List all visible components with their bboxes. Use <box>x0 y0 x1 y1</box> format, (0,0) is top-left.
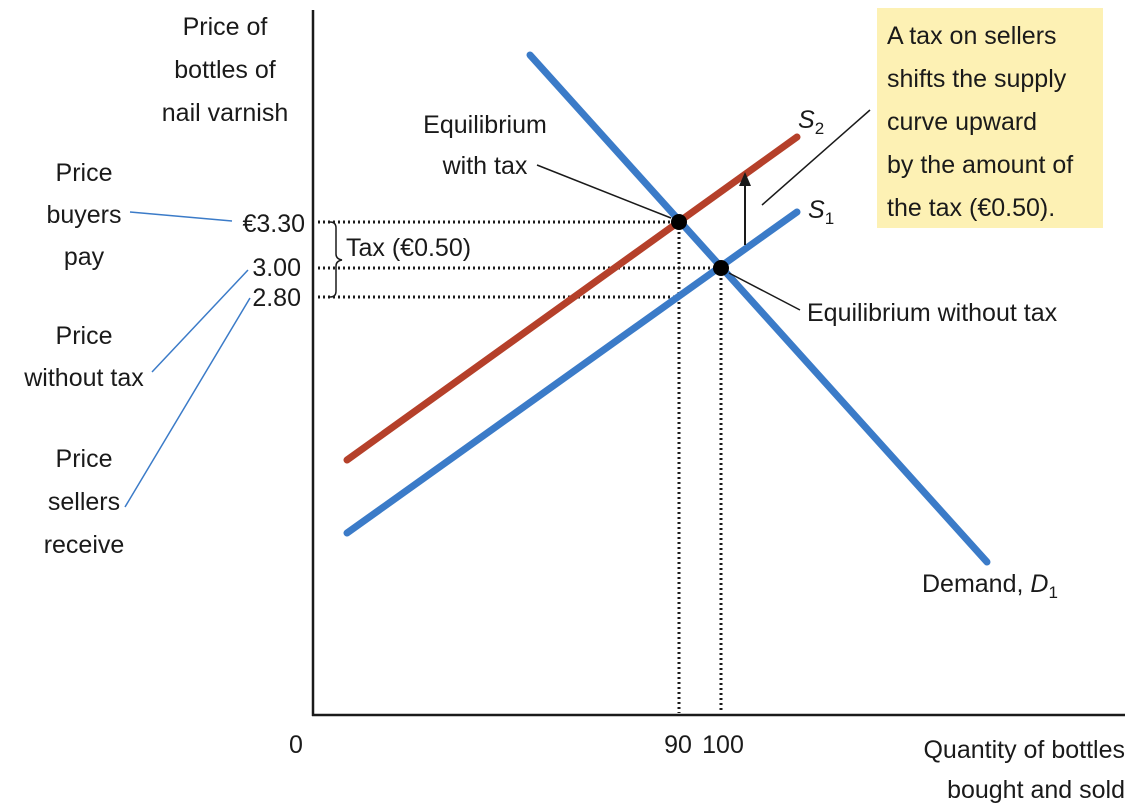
pointer-line <box>728 272 801 311</box>
supply-curve-2 <box>343 133 801 464</box>
price-tick: 3.00 <box>252 254 301 282</box>
callout-text: curve upward <box>887 108 1037 136</box>
pointer-line <box>124 297 251 508</box>
callout-text: by the amount of <box>887 151 1073 179</box>
supply-label: S2 <box>798 106 824 138</box>
price-tick: €3.30 <box>242 210 305 238</box>
price-label: Price <box>56 445 113 473</box>
origin-label: 0 <box>289 731 303 759</box>
equilibrium-label: Equilibrium without tax <box>807 299 1058 327</box>
equilibrium-label: with tax <box>442 152 528 180</box>
quantity-tick: 90 <box>664 731 692 759</box>
pointer-line <box>151 269 249 373</box>
y-axis-label: Price of <box>183 13 268 41</box>
price-label: buyers <box>46 201 121 229</box>
arrow-head <box>739 172 751 186</box>
callout-text: A tax on sellers <box>887 22 1057 50</box>
price-label: pay <box>64 243 105 271</box>
callout-text: the tax (€0.50). <box>887 194 1055 222</box>
pointer-line <box>761 109 871 206</box>
y-axis-label: bottles of <box>174 56 276 84</box>
pointer-line <box>129 211 233 222</box>
demand-curve <box>526 51 991 566</box>
price-tick: 2.80 <box>252 284 301 312</box>
price-label: receive <box>44 531 125 559</box>
x-axis-label: bought and sold <box>947 776 1125 804</box>
pointer-line <box>536 164 672 219</box>
y-axis-label: nail varnish <box>162 99 288 127</box>
price-label: Price <box>56 322 113 350</box>
x-axis-label: Quantity of bottles <box>923 736 1125 764</box>
brace <box>329 221 343 298</box>
supply-label: S1 <box>808 196 834 228</box>
equilibrium-point <box>713 260 729 276</box>
price-label: sellers <box>48 488 120 516</box>
price-label: without tax <box>23 364 144 392</box>
callout-text: shifts the supply <box>887 65 1067 93</box>
price-label: Price <box>56 159 113 187</box>
tax-label: Tax (€0.50) <box>346 234 471 262</box>
callout-box <box>877 8 1103 228</box>
equilibrium-point <box>671 214 687 230</box>
equilibrium-label: Equilibrium <box>423 111 547 139</box>
quantity-tick: 100 <box>702 731 744 759</box>
demand-label: Demand, D1 <box>922 570 1058 602</box>
